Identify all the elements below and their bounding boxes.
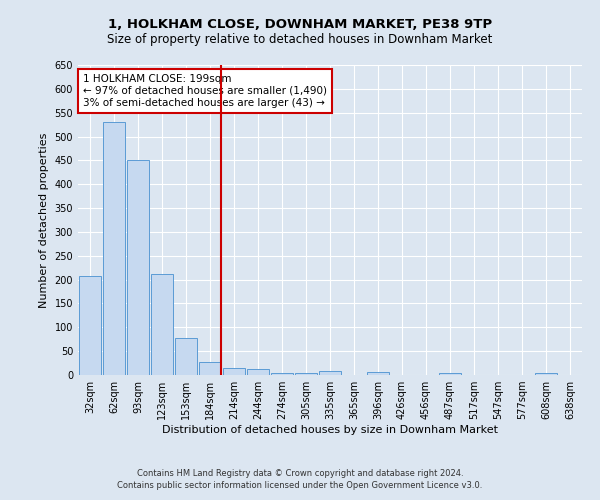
X-axis label: Distribution of detached houses by size in Downham Market: Distribution of detached houses by size … bbox=[162, 425, 498, 435]
Bar bbox=[319, 371, 341, 375]
Text: 1 HOLKHAM CLOSE: 199sqm
← 97% of detached houses are smaller (1,490)
3% of semi-: 1 HOLKHAM CLOSE: 199sqm ← 97% of detache… bbox=[83, 74, 327, 108]
Bar bbox=[103, 122, 125, 375]
Text: 1, HOLKHAM CLOSE, DOWNHAM MARKET, PE38 9TP: 1, HOLKHAM CLOSE, DOWNHAM MARKET, PE38 9… bbox=[108, 18, 492, 30]
Bar bbox=[295, 372, 317, 375]
Text: Contains HM Land Registry data © Crown copyright and database right 2024.
Contai: Contains HM Land Registry data © Crown c… bbox=[118, 468, 482, 490]
Bar bbox=[535, 372, 557, 375]
Bar bbox=[199, 362, 221, 375]
Bar bbox=[271, 372, 293, 375]
Y-axis label: Number of detached properties: Number of detached properties bbox=[39, 132, 49, 308]
Bar bbox=[127, 160, 149, 375]
Bar bbox=[439, 372, 461, 375]
Text: Size of property relative to detached houses in Downham Market: Size of property relative to detached ho… bbox=[107, 32, 493, 46]
Bar bbox=[367, 372, 389, 375]
Bar bbox=[79, 276, 101, 375]
Bar bbox=[151, 274, 173, 375]
Bar bbox=[175, 338, 197, 375]
Bar bbox=[247, 370, 269, 375]
Bar bbox=[223, 368, 245, 375]
